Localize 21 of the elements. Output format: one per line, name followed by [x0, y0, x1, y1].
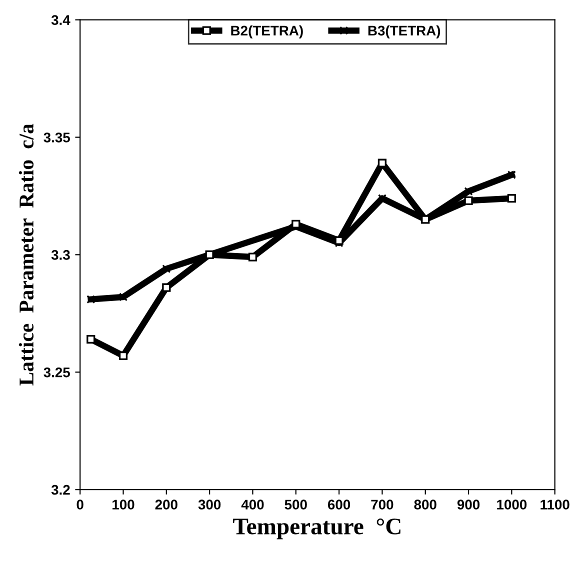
x-tick-label: 100: [112, 500, 134, 510]
x-tick-label: 1000: [497, 500, 527, 510]
y-tick-label: 3.4: [51, 15, 70, 25]
x-tick-label: 400: [241, 500, 264, 510]
y-tick-label: 3.35: [44, 132, 70, 142]
legend-label: B2(TETRA): [231, 25, 303, 38]
x-tick-label: 300: [198, 500, 221, 510]
y-tick-label: 3.2: [51, 484, 70, 495]
x-tick-label: 700: [371, 500, 394, 510]
y-tick-label: 3.25: [44, 367, 70, 378]
x-tick-label: 900: [457, 500, 480, 510]
x-tick-label: 600: [328, 500, 350, 510]
y-tick-label: 3.3: [51, 250, 70, 260]
x-tick-label: 0: [76, 500, 84, 510]
x-axis-title: Temperature °C: [233, 518, 400, 540]
legend-label: B3(TETRA): [368, 25, 440, 38]
x-tick-label: 200: [155, 500, 178, 510]
x-tick-label: 1100: [540, 500, 570, 510]
y-axis-title: Lattice Parameter Ratio c/a: [18, 124, 34, 386]
x-tick-label: 500: [284, 500, 307, 510]
x-tick-label: 800: [414, 500, 436, 510]
